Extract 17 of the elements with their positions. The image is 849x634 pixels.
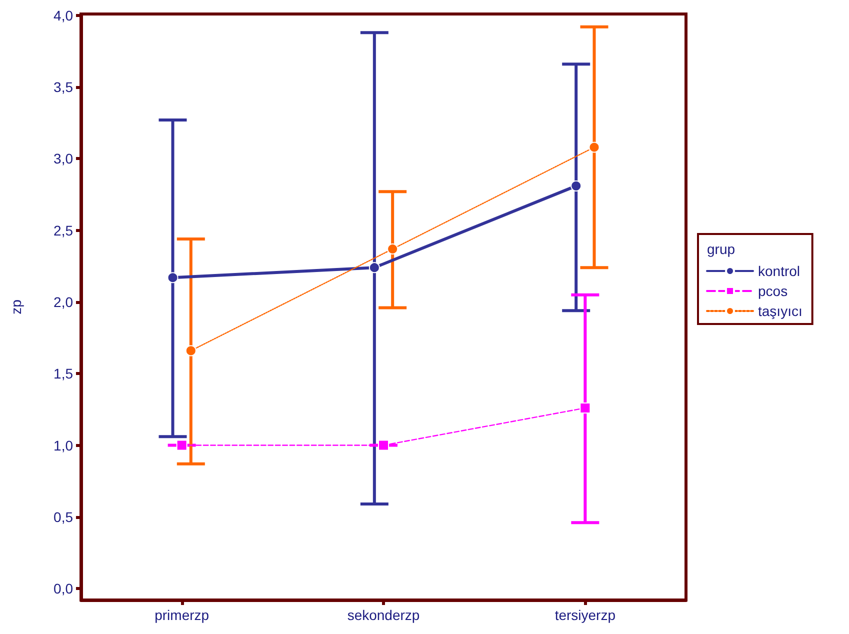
y-tick-label: 2,0 bbox=[54, 294, 74, 310]
x-tick-label: tersiyerzp bbox=[554, 607, 616, 623]
y-tick-label: 3,5 bbox=[54, 79, 74, 96]
x-tick-label: sekonderzp bbox=[347, 607, 420, 623]
legend-title: grup bbox=[707, 241, 736, 257]
legend-label: pcos bbox=[758, 283, 788, 299]
x-tick-label: primerzp bbox=[154, 607, 210, 623]
y-tick-label: 0,5 bbox=[54, 508, 74, 525]
y-tick-label: 0,0 bbox=[54, 580, 74, 597]
y-tick-label: 4,0 bbox=[54, 7, 74, 24]
y-tick-label: 3,0 bbox=[54, 150, 74, 167]
y-axis-title: zp bbox=[8, 299, 24, 314]
legend-label: kontrol bbox=[758, 263, 800, 279]
legend-label: taşıyıcı bbox=[758, 303, 802, 319]
y-tick-label: 1,5 bbox=[54, 366, 74, 382]
y-tick-label: 2,5 bbox=[54, 222, 74, 238]
y-tick-label: 1,0 bbox=[54, 437, 74, 454]
